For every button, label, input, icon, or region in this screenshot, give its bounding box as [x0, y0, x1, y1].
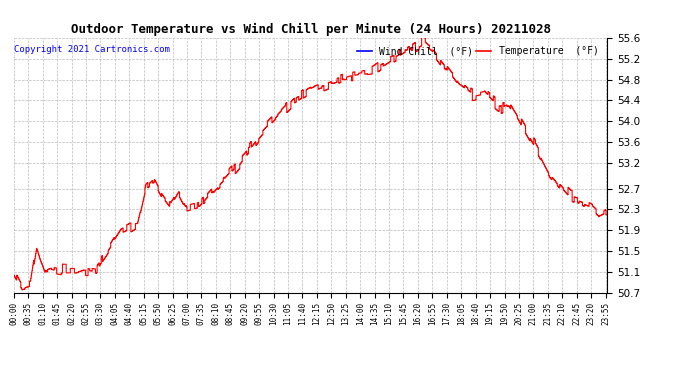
Title: Outdoor Temperature vs Wind Chill per Minute (24 Hours) 20211028: Outdoor Temperature vs Wind Chill per Mi… — [70, 23, 551, 36]
Text: Copyright 2021 Cartronics.com: Copyright 2021 Cartronics.com — [14, 45, 170, 54]
Legend: Wind Chill  (°F), Temperature  (°F): Wind Chill (°F), Temperature (°F) — [353, 42, 602, 60]
